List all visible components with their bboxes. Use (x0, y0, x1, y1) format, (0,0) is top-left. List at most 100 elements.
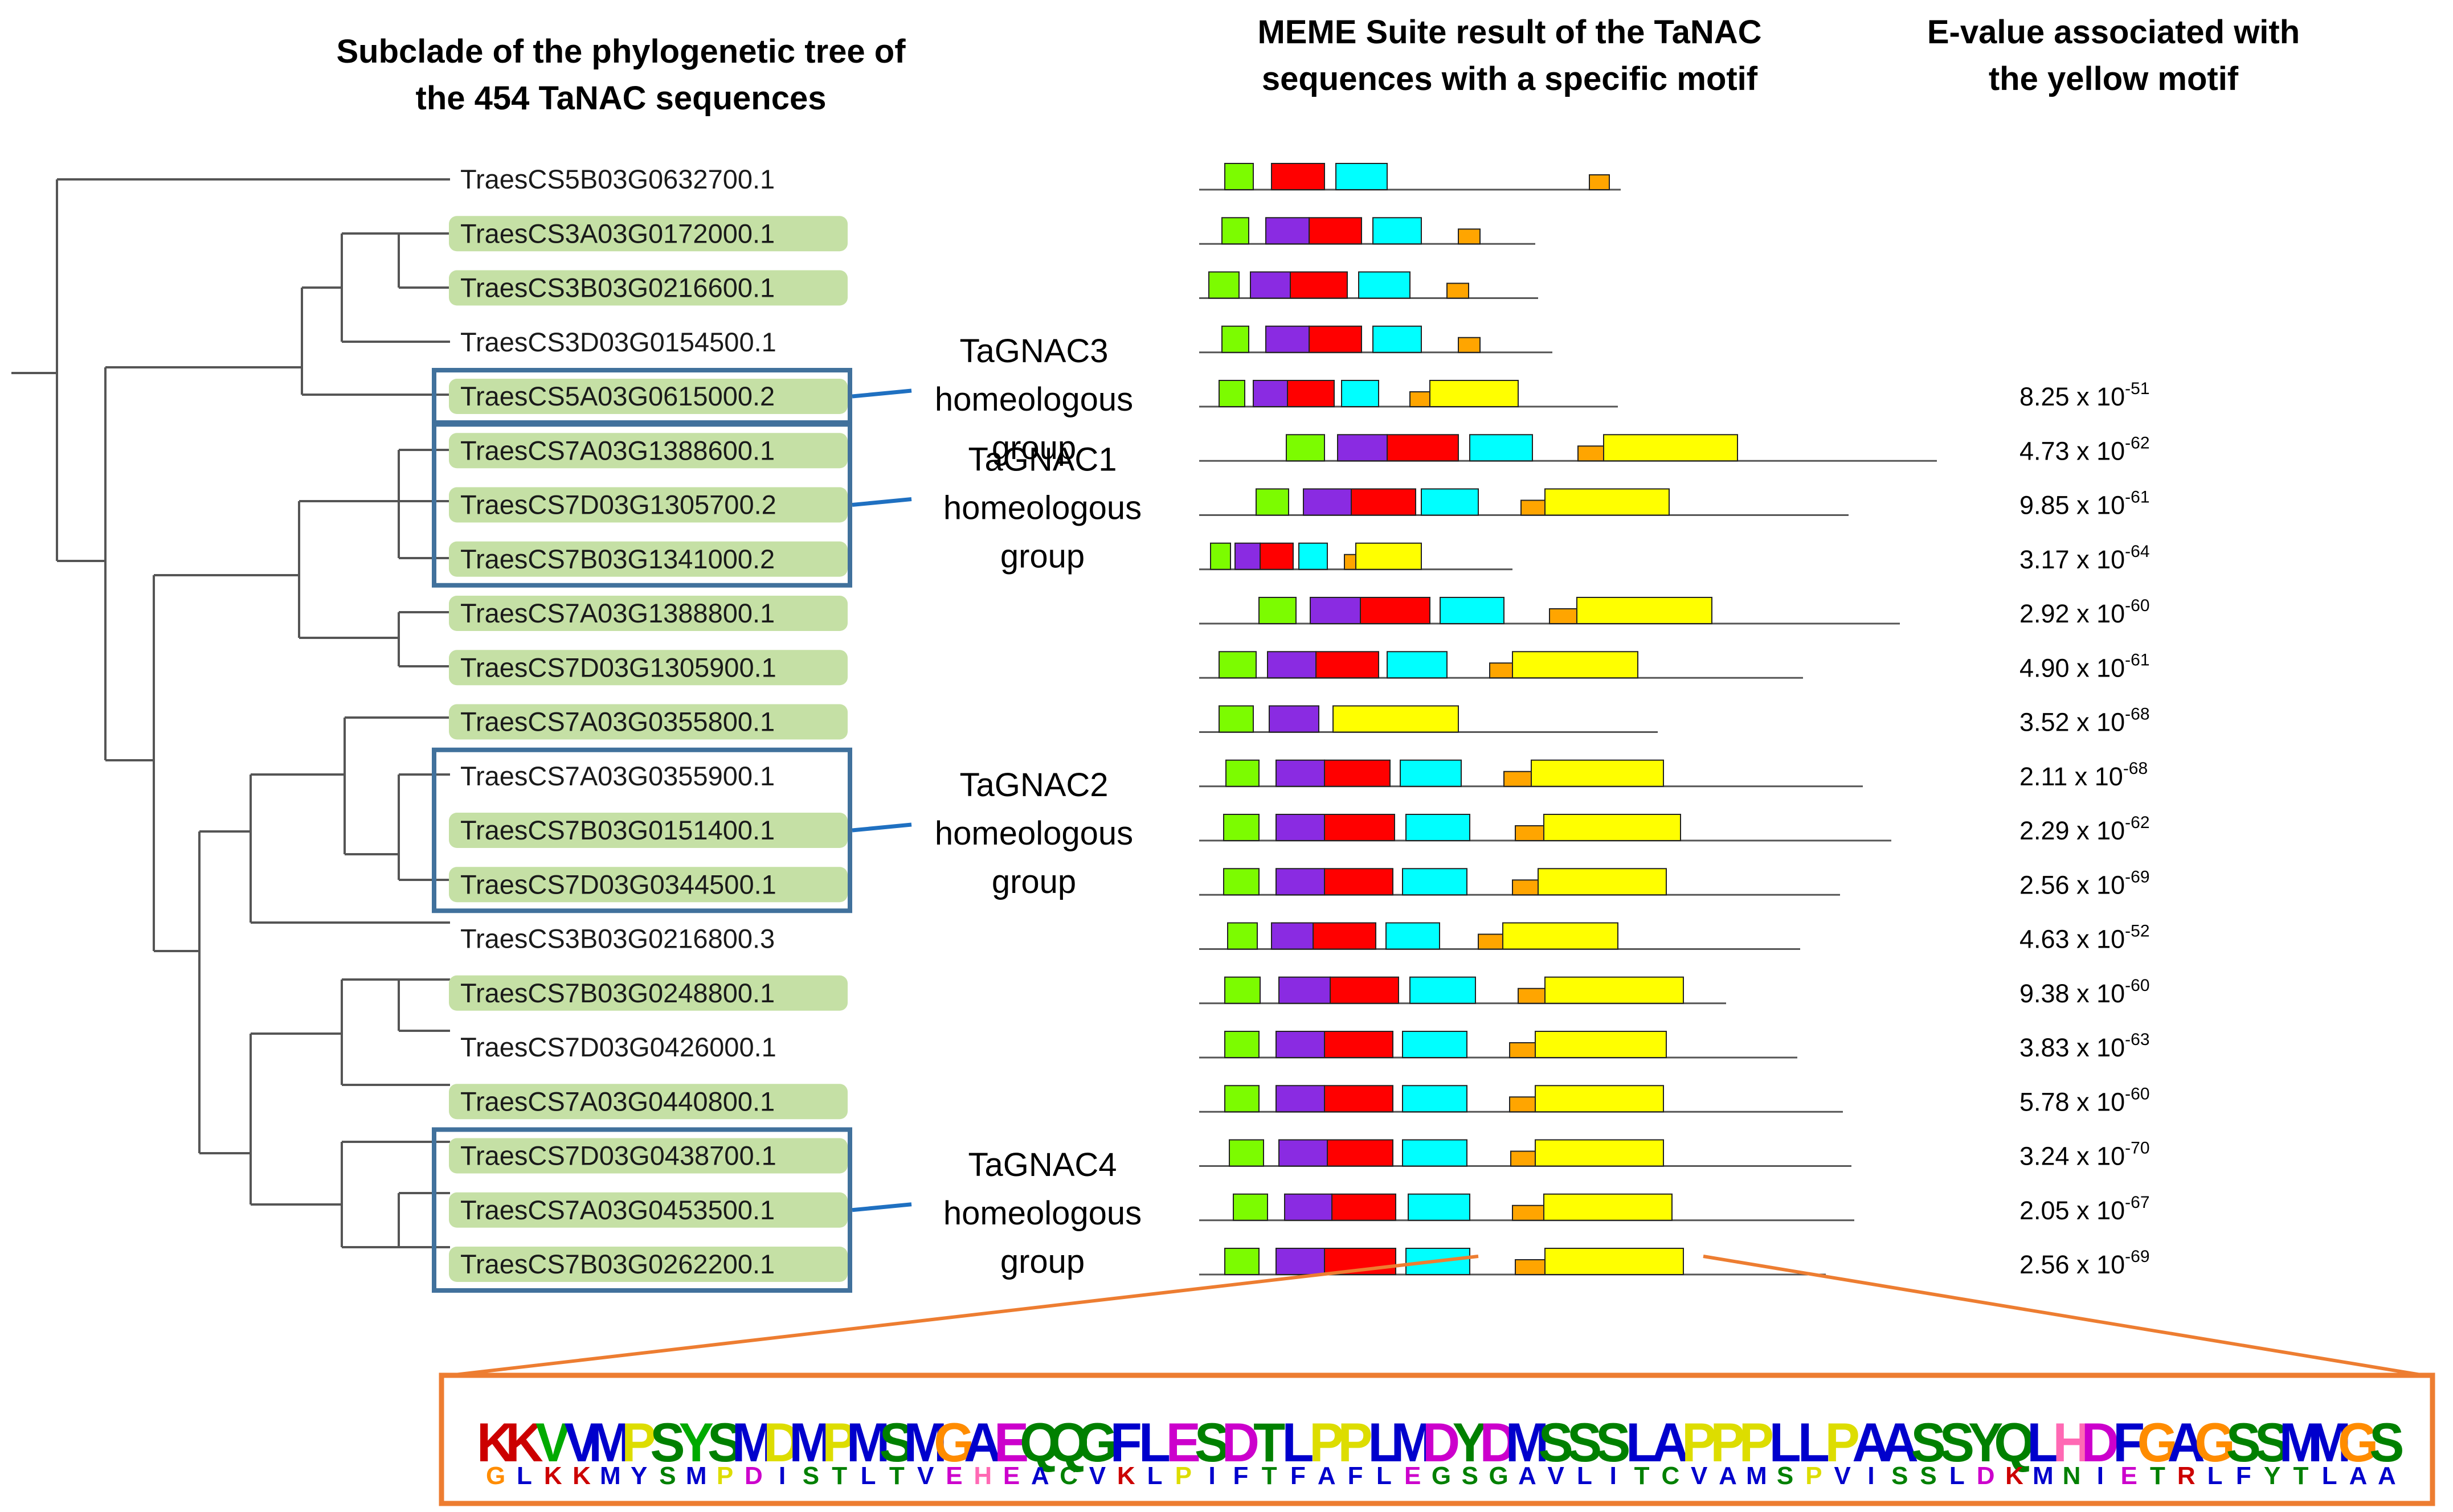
logo-letter-bottom: M (1746, 1462, 1767, 1490)
meme-motif-block (1253, 380, 1288, 407)
leaf-highlight (449, 1192, 848, 1228)
meme-motif-block (1344, 554, 1356, 570)
meme-motif-block (1535, 1031, 1667, 1058)
meme-motif-block (1512, 651, 1638, 679)
logo-letter-bottom: Y (631, 1462, 647, 1490)
logo-letter-top: P (1309, 1412, 1344, 1473)
logo-letter-bottom: S (1462, 1462, 1478, 1490)
meme-motif-block (1421, 488, 1479, 516)
evalue-text: 2.05 x 10-67 (2019, 1193, 2150, 1225)
meme-motif-block (1543, 1193, 1673, 1221)
leaf-highlight (449, 1138, 848, 1174)
meme-motif-block (1275, 814, 1325, 841)
group-callout-line (852, 497, 912, 507)
meme-motif-block (1400, 759, 1462, 787)
evalue-text: 9.85 x 10-61 (2019, 488, 2150, 520)
leaf-highlight (449, 270, 848, 306)
meme-motif-block (1227, 922, 1258, 950)
logo-letter-bottom: V (1548, 1462, 1565, 1490)
meme-motif-block (1429, 380, 1519, 407)
logo-letter-bottom: K (544, 1462, 562, 1490)
evalue-exponent: -63 (2125, 1030, 2149, 1049)
group-box (432, 422, 852, 588)
meme-motif-block (1405, 1248, 1470, 1275)
meme-motif-block (1402, 1031, 1467, 1058)
meme-motif-block (1402, 1085, 1467, 1113)
meme-motif-block (1315, 651, 1379, 679)
logo-letter-bottom: P (1175, 1462, 1192, 1490)
logo-letter-top: S (2369, 1412, 2404, 1473)
logo-letter-bottom: A (2378, 1462, 2396, 1490)
meme-motif-block (1351, 488, 1416, 516)
meme-motif-block (1385, 922, 1440, 950)
logo-letter-bottom: K (573, 1462, 591, 1490)
meme-motif-block (1271, 922, 1314, 950)
meme-motif-block (1210, 542, 1231, 570)
logo-letter-bottom: T (1634, 1462, 1650, 1490)
logo-letter-top: F (2113, 1412, 2145, 1473)
leaf-label: TraesCS7D03G0426000.1 (460, 1032, 776, 1062)
meme-motif-block (1509, 1096, 1536, 1113)
logo-letter-top: M (903, 1412, 947, 1473)
meme-motif-block (1275, 1031, 1325, 1058)
logo-letter-top: S (2226, 1412, 2261, 1473)
meme-motif-block (1603, 434, 1738, 462)
logo-letter-bottom: A (2349, 1462, 2368, 1490)
evalue-exponent: -62 (2125, 813, 2149, 832)
logo-letter-top: S (1596, 1412, 1630, 1473)
leaf-highlight (449, 379, 848, 414)
leaf-label: TraesCS7D03G0438700.1 (460, 1141, 776, 1171)
logo-letter-bottom: A (1318, 1462, 1336, 1490)
logo-letter-bottom: L (517, 1462, 532, 1490)
evalue-text: 2.92 x 10-60 (2019, 596, 2150, 628)
evalue-text: 2.11 x 10-68 (2019, 759, 2148, 791)
evalue-text: 2.56 x 10-69 (2019, 867, 2150, 899)
meme-motif-block (1219, 705, 1254, 733)
logo-letter-bottom: S (803, 1462, 819, 1490)
evalue-text: 2.56 x 10-69 (2019, 1247, 2150, 1279)
leaf-label: TraesCS7B03G0151400.1 (460, 815, 775, 845)
meme-motif-block (1409, 391, 1430, 407)
group-callout-line (852, 822, 912, 833)
group-name: TaGNAC4 (968, 1146, 1117, 1183)
leaf-label: TraesCS7A03G1388800.1 (460, 598, 775, 628)
logo-letter-bottom: L (1376, 1462, 1392, 1490)
meme-motif-block (1409, 976, 1476, 1004)
logo-letter-top: D (1479, 1412, 1517, 1473)
meme-motif-block (1544, 976, 1684, 1004)
logo-letter-top: P (1710, 1412, 1745, 1473)
logo-letter-top: G (934, 1412, 975, 1473)
group-word: group (992, 863, 1076, 900)
logo-letter-top: V (535, 1412, 570, 1473)
homeologous-groups: TaGNAC3homeologousgroupTaGNAC1homeologou… (432, 333, 1142, 1293)
logo-letter-top: A (1651, 1412, 1689, 1473)
logo-letter-bottom: R (2177, 1462, 2196, 1490)
header-meme: MEME Suite result of the TaNAC sequences… (1257, 14, 1762, 97)
logo-letter-top: D (2082, 1412, 2119, 1473)
logo-letter-bottom: L (1577, 1462, 1592, 1490)
meme-motif-block (1275, 868, 1325, 896)
meme-motif-block (1303, 488, 1352, 516)
logo-letter-top: D (1422, 1412, 1460, 1473)
meme-motif-block (1576, 597, 1712, 624)
group-box (432, 747, 852, 913)
meme-motif-block (1531, 759, 1664, 787)
meme-motif-block (1275, 1248, 1325, 1275)
leaf-highlight (449, 704, 848, 740)
group-callout-line (852, 388, 912, 399)
logo-letter-bottom: L (2322, 1462, 2337, 1490)
meme-motif-block (1250, 271, 1291, 299)
meme-motif-block (1360, 597, 1430, 624)
logo-letter-bottom: I (1610, 1462, 1617, 1490)
logo-letter-bottom: S (1777, 1462, 1793, 1490)
meme-motif-block (1402, 1139, 1467, 1167)
evalue-text: 5.78 x 10-60 (2019, 1084, 2150, 1116)
meme-motif-block (1387, 434, 1459, 462)
meme-motif-block (1221, 217, 1249, 245)
leaf-highlight (449, 867, 848, 903)
evalue-text: 4.63 x 10-52 (2019, 922, 2150, 954)
meme-motif-block (1518, 987, 1546, 1004)
logo-letter-bottom: E (1404, 1462, 1421, 1490)
meme-motif-block (1224, 1085, 1260, 1113)
meme-motif-block (1221, 325, 1249, 353)
